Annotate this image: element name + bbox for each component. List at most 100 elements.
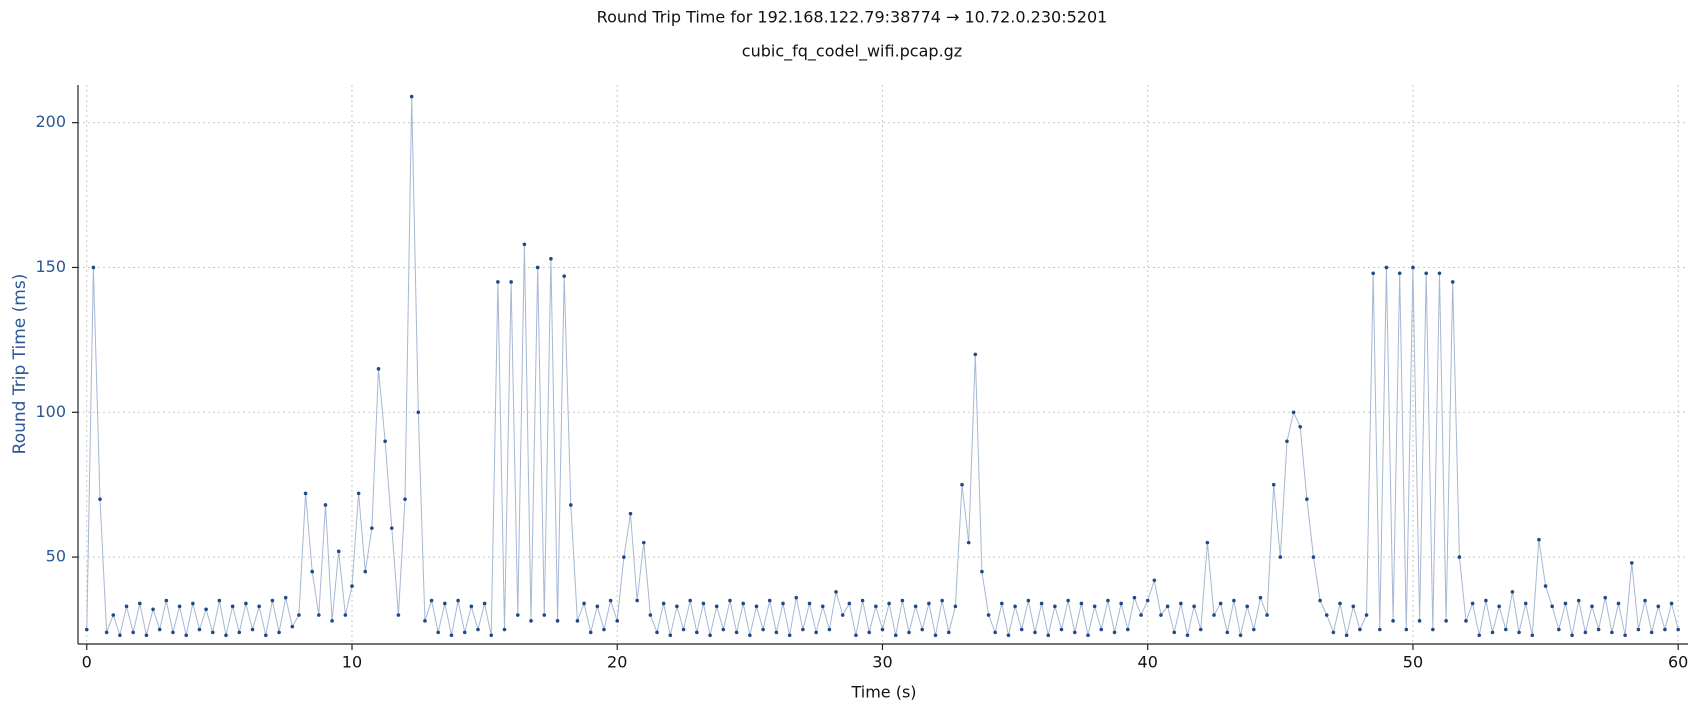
data-point (1610, 630, 1614, 635)
data-point (323, 503, 328, 507)
data-point (1464, 619, 1468, 623)
data-point (1364, 613, 1369, 617)
data-point (940, 598, 944, 603)
data-point (1510, 590, 1515, 594)
data-point (336, 549, 341, 554)
data-point (396, 613, 401, 617)
data-point (1232, 598, 1236, 603)
data-point (1384, 265, 1389, 270)
data-point (1404, 627, 1409, 632)
data-point (1238, 633, 1243, 638)
data-point (1291, 410, 1296, 415)
data-point (1431, 627, 1435, 632)
data-point (204, 607, 208, 612)
data-point (297, 613, 301, 617)
data-point (1132, 595, 1137, 600)
data-point (277, 630, 281, 635)
data-point (1557, 627, 1561, 632)
data-point (1636, 627, 1641, 632)
data-point (1358, 627, 1362, 632)
data-point (1656, 604, 1661, 609)
data-point (728, 598, 732, 603)
chart-title: Round Trip Time for 192.168.122.79:38774… (597, 8, 1108, 27)
data-point (98, 497, 102, 501)
data-point (1391, 619, 1395, 623)
data-point (1470, 601, 1475, 606)
data-point (569, 503, 573, 507)
data-point (1258, 595, 1263, 600)
data-point (1172, 630, 1177, 635)
x-tick-label: 0 (82, 653, 92, 672)
data-point (542, 613, 547, 617)
data-point (734, 630, 739, 635)
data-point (1424, 271, 1429, 276)
data-point (310, 569, 315, 574)
data-point (741, 601, 746, 606)
data-point (814, 630, 818, 635)
data-point (1596, 627, 1601, 632)
data-point (1112, 630, 1117, 635)
data-point (1643, 598, 1647, 603)
data-point (1006, 633, 1011, 638)
data-point (1331, 630, 1336, 635)
data-point (383, 439, 387, 444)
data-point (1676, 627, 1680, 632)
data-point (900, 598, 905, 603)
data-point (1450, 280, 1455, 284)
data-point (1218, 601, 1223, 606)
data-point (283, 595, 288, 600)
data-point (1165, 604, 1170, 609)
data-point (1000, 601, 1004, 606)
data-point (1616, 601, 1621, 606)
data-point (1271, 482, 1276, 487)
data-point (602, 627, 606, 632)
data-point (655, 630, 659, 635)
data-point (854, 633, 858, 638)
data-point (1285, 439, 1289, 444)
data-point (761, 627, 765, 632)
data-point (224, 633, 228, 638)
data-point (1126, 627, 1130, 632)
data-point (933, 633, 938, 638)
data-point (1324, 613, 1329, 617)
data-point (263, 633, 268, 638)
data-point (290, 624, 295, 629)
data-point (993, 630, 997, 635)
data-point (317, 613, 321, 617)
data-point (668, 633, 673, 638)
data-point (191, 601, 195, 606)
data-point (1092, 604, 1097, 609)
y-tick-label: 200 (35, 112, 66, 131)
data-point (370, 526, 374, 530)
x-tick-label: 10 (342, 653, 362, 672)
data-point (1145, 598, 1150, 603)
data-point (1663, 627, 1667, 632)
data-point (1252, 627, 1256, 632)
data-point (1159, 613, 1163, 617)
data-point (820, 604, 825, 609)
data-point (118, 633, 122, 638)
data-point (184, 633, 189, 638)
data-point (1411, 265, 1415, 270)
data-point (1543, 584, 1548, 588)
data-point (635, 598, 639, 603)
data-point (840, 613, 845, 617)
y-tick-label: 50 (46, 547, 66, 566)
data-point (701, 601, 706, 606)
data-point (237, 630, 242, 635)
data-point (1537, 537, 1541, 542)
data-point (1278, 555, 1283, 559)
data-point (1318, 598, 1322, 603)
data-point (893, 633, 898, 638)
data-point (363, 569, 368, 574)
data-point (171, 630, 175, 635)
data-point (1344, 633, 1349, 638)
data-point (549, 256, 553, 261)
data-point (1192, 604, 1196, 609)
x-tick-label: 60 (1668, 653, 1688, 672)
data-point (1119, 601, 1123, 606)
data-point (1152, 578, 1157, 583)
data-point (124, 604, 129, 609)
data-point (1099, 627, 1104, 632)
data-point (1072, 630, 1077, 635)
